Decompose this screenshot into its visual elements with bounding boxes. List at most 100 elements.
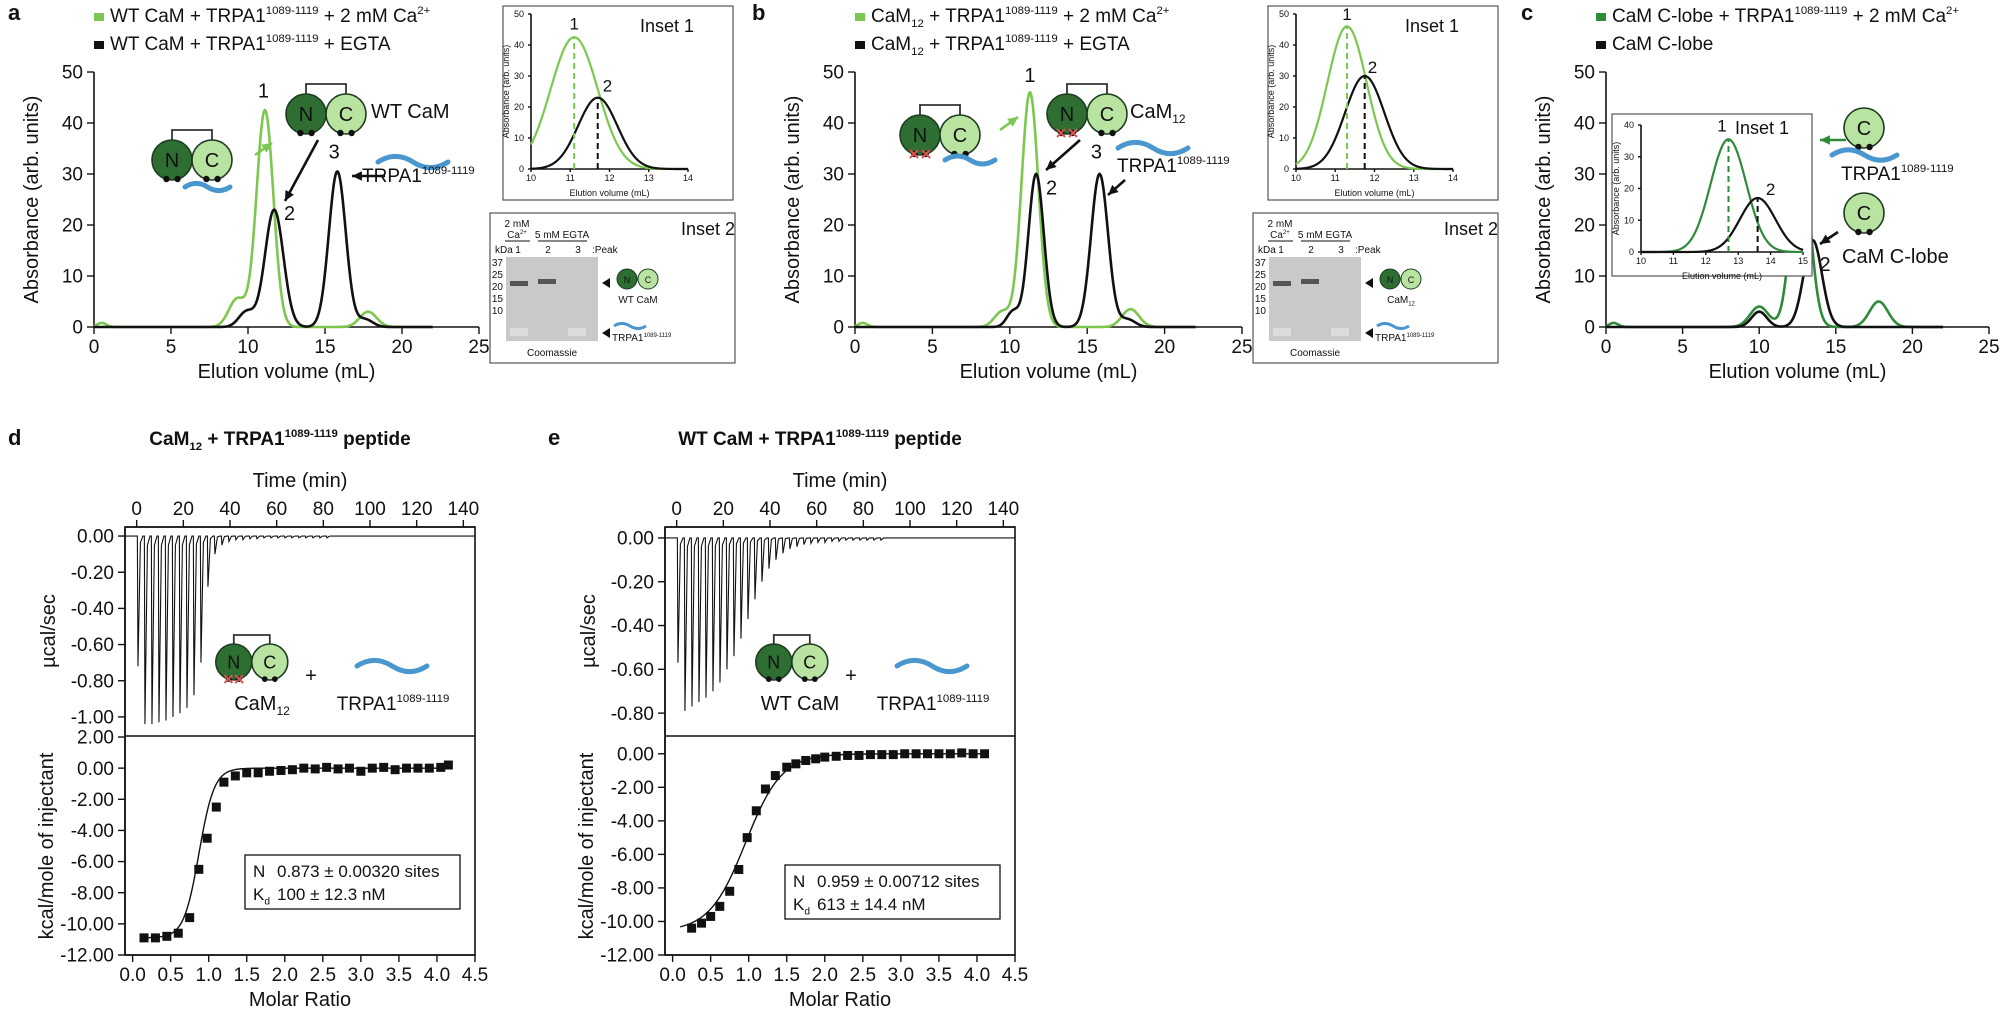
lobe-letter: N <box>227 652 240 672</box>
y-tick-label: 30 <box>1574 165 1595 186</box>
kda-label: kDa <box>495 245 513 256</box>
arrow-line <box>283 139 320 202</box>
series-line-2 <box>1295 74 1453 171</box>
y-tick-label: 10 <box>823 267 844 288</box>
x-tick-label: 15 <box>1825 337 1846 358</box>
gel-cam-label: CaM12 <box>1387 295 1415 308</box>
x-tick-label: 13 <box>644 173 654 183</box>
y-tick-label: -10.00 <box>60 915 114 936</box>
peak-label: 2 <box>1368 58 1377 77</box>
x-axis-label: Elution volume (mL) <box>1682 271 1762 281</box>
y-tick-label: 0.00 <box>77 759 114 780</box>
binding-data-point <box>725 886 735 896</box>
y-axis-label: Absorbance (arb. units) <box>1611 142 1621 236</box>
x-tick-label: 5 <box>1677 337 1688 358</box>
lane-number: 2 <box>1308 245 1314 256</box>
x-tick-label: 5 <box>166 337 177 358</box>
arrow-head-icon <box>261 143 272 153</box>
binding-data-point <box>782 762 792 772</box>
linker-icon <box>305 83 347 98</box>
y-tick-label: -0.60 <box>71 635 114 656</box>
x-tick-label: 10 <box>1291 173 1301 183</box>
x-tick-label: 12 <box>1701 256 1711 266</box>
x-tick-label: 140 <box>447 499 479 520</box>
panel-title: CaM12 + TRPA11089-1119 peptide <box>149 428 410 453</box>
calmodulin-lobe-icon: C <box>1086 93 1128 137</box>
lane-number: 3 <box>1338 245 1344 256</box>
gel-band <box>510 328 528 336</box>
y-tick-label: 20 <box>1624 184 1634 194</box>
peptide-icon <box>375 153 451 171</box>
x-tick-label: 40 <box>759 499 780 520</box>
mutation-x-icon <box>234 674 244 684</box>
gel-band <box>510 281 528 286</box>
y-tick-label: -12.00 <box>60 946 114 967</box>
x-tick-label: 14 <box>1766 256 1776 266</box>
series-line-2 <box>530 96 688 171</box>
y-tick-label: -0.60 <box>611 660 654 681</box>
fit-kd-label: Kd <box>793 895 810 917</box>
x-tick-label: 11 <box>1669 256 1678 266</box>
cartoon-label: CaM12 <box>234 693 290 718</box>
inset2-title: Inset 2 <box>1444 219 1498 239</box>
x-tick-label: 3.5 <box>926 965 952 986</box>
x-axis-label: Molar Ratio <box>249 989 351 1010</box>
fit-kd-label: Kd <box>253 885 270 907</box>
x-tick-label: 11 <box>1331 173 1340 183</box>
x-tick-label: 20 <box>713 499 734 520</box>
series-line-2 <box>94 169 433 329</box>
ca-ion-dot <box>1866 143 1873 151</box>
b_main-axes: 0 10 20 30 40 50 0 5 10 15 20 25 Elution volume (mL)… <box>782 63 1253 383</box>
y-tick-label: 50 <box>514 9 524 19</box>
marker-label: 10 <box>492 306 504 317</box>
marker-label: 37 <box>492 258 504 269</box>
y-axis-label: kcal/mole of injectant <box>36 752 58 939</box>
calmodulin-lobe-icon: C <box>939 114 981 158</box>
binding-data-point <box>831 751 841 761</box>
y-tick-label: 0 <box>1629 247 1634 257</box>
gel-image <box>1269 257 1361 341</box>
binding-data-point <box>443 760 453 770</box>
binding-data-point <box>751 806 761 816</box>
y-tick-label: 40 <box>1624 120 1634 130</box>
series-line-2 <box>1606 238 1944 329</box>
series-line-2 <box>855 172 1196 329</box>
gel-peptide-label: TRPA11089-1119 <box>612 333 672 344</box>
x-tick-label: 14 <box>683 173 693 183</box>
peptide-icon <box>1829 147 1900 163</box>
lobe-letter: N <box>299 104 313 126</box>
lobe-letter: C <box>1857 118 1871 140</box>
peak-header: :Peak <box>592 245 619 256</box>
ca-ion-dot <box>337 129 344 137</box>
x-tick-label: 1.0 <box>195 965 221 986</box>
calmodulin-lobe-icon: N <box>899 114 941 158</box>
calmodulin-lobe-icon: N <box>1046 93 1088 137</box>
x-tick-label: 1.5 <box>234 965 260 986</box>
ca-ion-dot <box>297 129 304 137</box>
marker-label: 15 <box>492 294 504 305</box>
y-tick-label: -1.00 <box>71 708 114 729</box>
gel-band <box>1273 328 1291 336</box>
fit-results-box <box>784 864 1001 920</box>
lobe-letter: C <box>205 150 219 172</box>
gel-peptide-label: TRPA11089-1119 <box>1375 333 1435 344</box>
mutation-x-icon <box>1068 128 1078 138</box>
peptide-label: TRPA11089-1119 <box>1841 163 1954 185</box>
binding-fit-line <box>140 767 449 939</box>
x-tick-label: 13 <box>1733 256 1743 266</box>
y-tick-label: -0.80 <box>611 704 654 725</box>
y-tick-label: -2.00 <box>71 790 114 811</box>
x-tick-label: 60 <box>806 499 827 520</box>
gel-band <box>1331 328 1349 336</box>
y-tick-label: 0 <box>1584 318 1595 339</box>
binding-fit-line <box>680 753 989 928</box>
lobe-circle <box>325 93 367 135</box>
binding-data-point <box>202 833 212 843</box>
calmodulin-lobe-icon: C <box>250 643 289 682</box>
legend-entry: CaM C-lobe + TRPA11089-1119 + 2 mM Ca2+ <box>1612 5 1959 27</box>
binding-data-point <box>310 764 320 774</box>
